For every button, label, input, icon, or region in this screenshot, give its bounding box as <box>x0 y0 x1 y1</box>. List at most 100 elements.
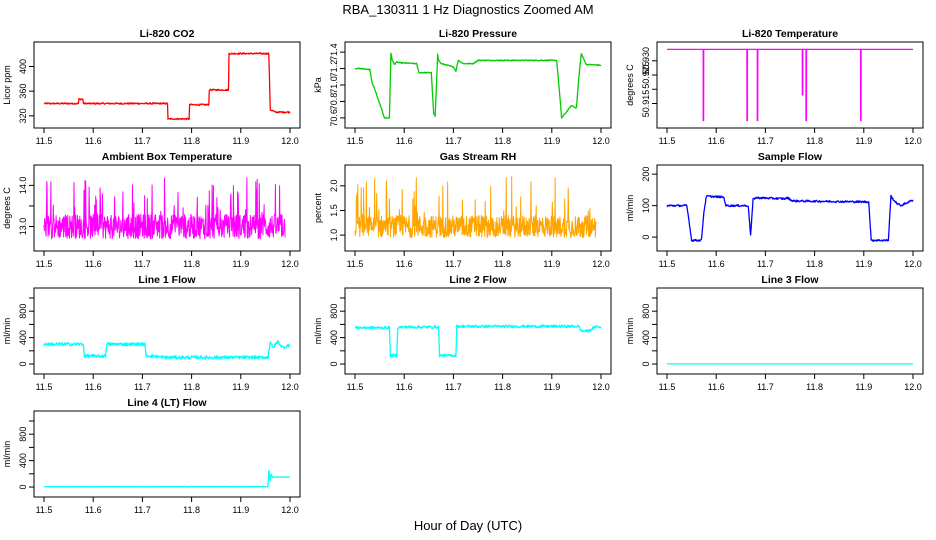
panel-6: Sample Flow ml/min 11.5 11.6 11.7 11.8 11.9 12.… <box>625 151 924 269</box>
x-tick-label: 11.8 <box>183 136 200 146</box>
x-tick-label: 11.9 <box>232 505 249 515</box>
x-tick-label: 11.7 <box>445 259 462 269</box>
plot-frame <box>656 41 924 129</box>
x-tick-label: 11.7 <box>757 259 774 269</box>
x-tick-label: 11.6 <box>396 382 413 392</box>
x-tick-label: 11.8 <box>183 505 200 515</box>
y-tick-label: 0 <box>329 362 339 367</box>
y-axis-label: degrees C <box>625 64 635 106</box>
x-tick-label: 11.7 <box>134 259 151 269</box>
y-tick-label: 70.8 <box>329 93 339 111</box>
x-tick-label: 11.9 <box>855 136 872 146</box>
x-tick-label: 11.9 <box>855 382 872 392</box>
plot-frame <box>33 164 301 252</box>
panel-title: Gas Stream RH <box>440 151 516 163</box>
x-tick-label: 12.0 <box>592 259 610 269</box>
panel-title: Line 4 (LT) Flow <box>127 397 207 409</box>
y-tick-label: 800 <box>641 304 651 319</box>
x-tick-label: 11.8 <box>494 382 511 392</box>
x-tick-label: 11.6 <box>85 505 102 515</box>
y-axis-label: ml/min <box>625 318 635 345</box>
panel-title: Li-820 Pressure <box>439 28 517 40</box>
panel-title: Ambient Box Temperature <box>102 151 233 163</box>
x-tick-label: 11.9 <box>543 136 560 146</box>
series-line <box>354 52 602 119</box>
x-tick-label: 12.0 <box>281 382 299 392</box>
y-axis-label: ml/min <box>625 195 635 222</box>
y-tick-label: 0 <box>641 235 651 240</box>
series-line <box>666 194 914 242</box>
panel-title: Line 2 Flow <box>449 274 507 286</box>
y-tick-label: 0 <box>18 485 28 490</box>
y-tick-label: 800 <box>18 427 28 442</box>
panel-3: Li-820 Temperature degrees C 11.5 11.6 11.7 1… <box>625 28 924 146</box>
x-tick-label: 12.0 <box>592 136 610 146</box>
x-tick-label: 11.7 <box>757 382 774 392</box>
y-tick-label: 13.0 <box>18 218 28 236</box>
figure-title: RBA_130311 1 Hz Diagnostics Zoomed AM <box>342 2 594 17</box>
x-tick-label: 11.9 <box>232 382 249 392</box>
series-line <box>354 176 597 239</box>
y-tick-label: 71.0 <box>329 76 339 94</box>
y-axis-label: ml/min <box>2 318 12 345</box>
x-tick-label: 11.5 <box>36 136 53 146</box>
plot-frame <box>344 287 612 375</box>
x-tick-label: 11.6 <box>85 382 102 392</box>
y-tick-label: 1.0 <box>329 229 339 242</box>
x-tick-label: 11.5 <box>659 259 676 269</box>
panel-title: Li-820 CO2 <box>140 28 195 40</box>
x-tick-label: 11.7 <box>134 136 151 146</box>
series-line <box>43 469 291 488</box>
y-tick-label: 70.6 <box>329 109 339 127</box>
x-tick-label: 11.6 <box>708 382 725 392</box>
x-tick-label: 11.7 <box>134 505 151 515</box>
series-line <box>43 340 291 360</box>
panel-title: Line 3 Flow <box>761 274 819 286</box>
x-tick-label: 11.5 <box>36 382 53 392</box>
y-tick-label: 400 <box>641 330 651 345</box>
y-axis-label: Licor ppm <box>2 65 12 105</box>
y-tick-label: 320 <box>18 108 28 123</box>
y-tick-label: 14.0 <box>18 177 28 195</box>
y-axis-label: ml/min <box>2 441 12 468</box>
x-tick-label: 11.8 <box>494 136 511 146</box>
x-tick-label: 11.5 <box>347 136 364 146</box>
y-tick-label: 360 <box>18 84 28 99</box>
x-tick-label: 11.8 <box>494 259 511 269</box>
y-tick-label: 800 <box>329 304 339 319</box>
x-tick-label: 11.6 <box>708 259 725 269</box>
y-axis-label: kPa <box>313 77 323 93</box>
x-tick-label: 12.0 <box>281 259 299 269</box>
panel-7: Line 1 Flow ml/min 11.5 11.6 11.7 11.8 11.9 12.… <box>2 274 301 392</box>
y-axis-label: ml/min <box>313 318 323 345</box>
series-line <box>354 324 602 358</box>
panel-4: Ambient Box Temperature degrees C 11.5 11.6… <box>2 151 301 269</box>
x-tick-label: 12.0 <box>592 382 610 392</box>
x-tick-label: 11.5 <box>36 259 53 269</box>
x-tick-label: 11.8 <box>183 382 200 392</box>
x-tick-label: 11.8 <box>806 136 823 146</box>
y-tick-label: 50.925 <box>641 61 651 89</box>
series-line <box>43 52 291 121</box>
plot-frame <box>33 410 301 498</box>
x-tick-label: 11.6 <box>708 136 725 146</box>
plot-frame <box>344 41 612 129</box>
y-tick-label: 0 <box>18 362 28 367</box>
x-tick-label: 11.6 <box>396 136 413 146</box>
x-tick-label: 11.5 <box>659 382 676 392</box>
x-tick-label: 11.7 <box>445 382 462 392</box>
x-tick-label: 11.5 <box>659 136 676 146</box>
x-tick-label: 12.0 <box>904 382 922 392</box>
y-tick-label: 200 <box>641 167 651 182</box>
y-tick-label: 50.930 <box>641 47 651 75</box>
x-tick-label: 11.9 <box>855 259 872 269</box>
y-tick-label: 50.915 <box>641 90 651 118</box>
y-tick-label: 800 <box>18 304 28 319</box>
x-tick-label: 11.8 <box>806 382 823 392</box>
x-tick-label: 11.7 <box>757 136 774 146</box>
x-tick-label: 11.7 <box>445 136 462 146</box>
y-tick-label: 100 <box>641 198 651 213</box>
x-tick-label: 11.5 <box>347 382 364 392</box>
panel-2: Li-820 Pressure kPa 11.5 11.6 11.7 11.8 11.9 12… <box>313 28 612 146</box>
